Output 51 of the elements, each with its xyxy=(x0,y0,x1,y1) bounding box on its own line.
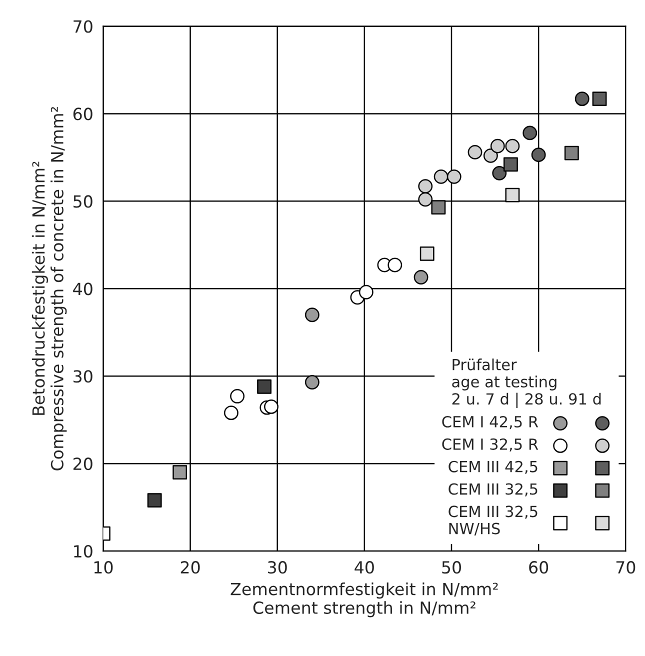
point xyxy=(418,179,433,194)
point xyxy=(304,375,320,390)
point xyxy=(230,389,245,404)
x-tick-label: 20 xyxy=(180,561,200,574)
point xyxy=(358,284,374,300)
legend-label: CEM I 32,5 R xyxy=(442,438,538,452)
point xyxy=(224,406,238,420)
point xyxy=(490,138,505,154)
y-tick-label: 30 xyxy=(74,370,92,383)
y-tick-label: 40 xyxy=(73,282,92,296)
point xyxy=(431,200,446,215)
point xyxy=(420,246,434,261)
point xyxy=(446,169,462,184)
legend-label: CEM III 42,5 xyxy=(448,460,538,474)
point xyxy=(531,148,546,162)
legend-label: CEM I 42,5 R xyxy=(442,416,538,430)
point xyxy=(504,157,518,172)
point xyxy=(388,258,402,272)
legend-label: CEM III 32,5 NW/HS xyxy=(448,506,538,536)
x-axis-title: Zementnormfestigkeit in N/mm² Cement strength in N/mm² xyxy=(230,582,498,618)
point xyxy=(505,188,520,202)
point xyxy=(564,146,579,160)
point xyxy=(172,465,188,480)
point xyxy=(257,379,272,394)
y-tick-label: 70 xyxy=(74,20,92,33)
point xyxy=(522,126,538,140)
point xyxy=(147,493,162,508)
y-tick-label: 10 xyxy=(74,545,92,558)
point xyxy=(483,148,498,163)
point xyxy=(264,400,278,414)
y-tick-label: 60 xyxy=(73,108,92,120)
point xyxy=(468,144,482,160)
x-tick-label: 10 xyxy=(94,561,113,574)
x-tick-label: 30 xyxy=(268,561,287,574)
point xyxy=(592,92,607,106)
point xyxy=(414,270,428,284)
point xyxy=(505,138,520,154)
y-tick-label: 20 xyxy=(73,458,92,470)
point xyxy=(304,308,320,322)
legend-title: Prüfalter age at testing 2 u. 7 d | 28 u. 91 d xyxy=(452,358,601,408)
legend-label: CEM III 32,5 xyxy=(448,483,538,496)
point xyxy=(434,169,448,184)
x-tick-label: 70 xyxy=(616,561,636,574)
point xyxy=(492,166,507,180)
point xyxy=(574,92,590,106)
x-tick-label: 50 xyxy=(442,561,461,574)
y-axis-title: Betondruckfestigkeit in N/mm² Compressive strength of concrete in N/mm² xyxy=(32,107,67,470)
y-tick-label: 50 xyxy=(74,195,92,208)
x-tick-label: 60 xyxy=(529,561,548,574)
point xyxy=(418,192,433,207)
x-tick-label: 40 xyxy=(354,561,374,574)
